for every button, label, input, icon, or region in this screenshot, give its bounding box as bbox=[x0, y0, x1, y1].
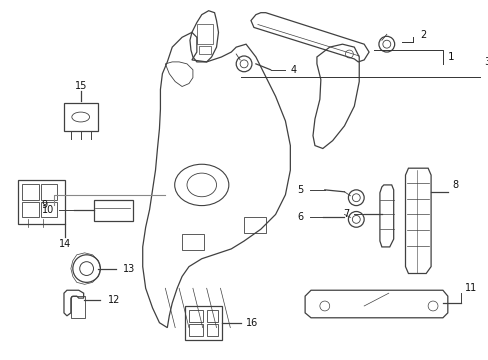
Text: 6: 6 bbox=[296, 212, 303, 222]
Text: 7: 7 bbox=[343, 210, 349, 220]
Bar bbox=[206, 310, 218, 322]
Text: 14: 14 bbox=[59, 239, 71, 249]
Bar bbox=[188, 324, 203, 336]
Bar bbox=[182, 234, 203, 250]
Bar bbox=[41, 184, 57, 200]
Bar bbox=[18, 180, 65, 224]
Bar bbox=[64, 103, 98, 131]
Text: 2: 2 bbox=[419, 30, 426, 40]
Text: 15: 15 bbox=[74, 81, 87, 90]
Text: 11: 11 bbox=[464, 283, 476, 293]
Bar bbox=[197, 24, 212, 44]
Bar bbox=[93, 200, 133, 221]
Bar bbox=[21, 184, 40, 200]
Text: 10: 10 bbox=[42, 204, 54, 215]
Text: 16: 16 bbox=[245, 318, 258, 328]
Text: 4: 4 bbox=[290, 65, 296, 75]
Text: 9: 9 bbox=[41, 199, 47, 210]
Text: 12: 12 bbox=[108, 295, 121, 305]
Text: 5: 5 bbox=[296, 185, 303, 195]
Bar bbox=[71, 296, 84, 318]
Bar bbox=[199, 46, 210, 54]
Text: 1: 1 bbox=[447, 52, 453, 62]
Text: 8: 8 bbox=[452, 180, 458, 190]
Bar bbox=[184, 306, 222, 341]
Text: 13: 13 bbox=[123, 264, 135, 274]
Bar bbox=[41, 202, 57, 217]
Bar bbox=[188, 310, 203, 322]
Bar bbox=[21, 202, 40, 217]
Bar bbox=[206, 324, 218, 336]
Text: 3: 3 bbox=[483, 57, 488, 67]
Bar bbox=[244, 217, 265, 233]
